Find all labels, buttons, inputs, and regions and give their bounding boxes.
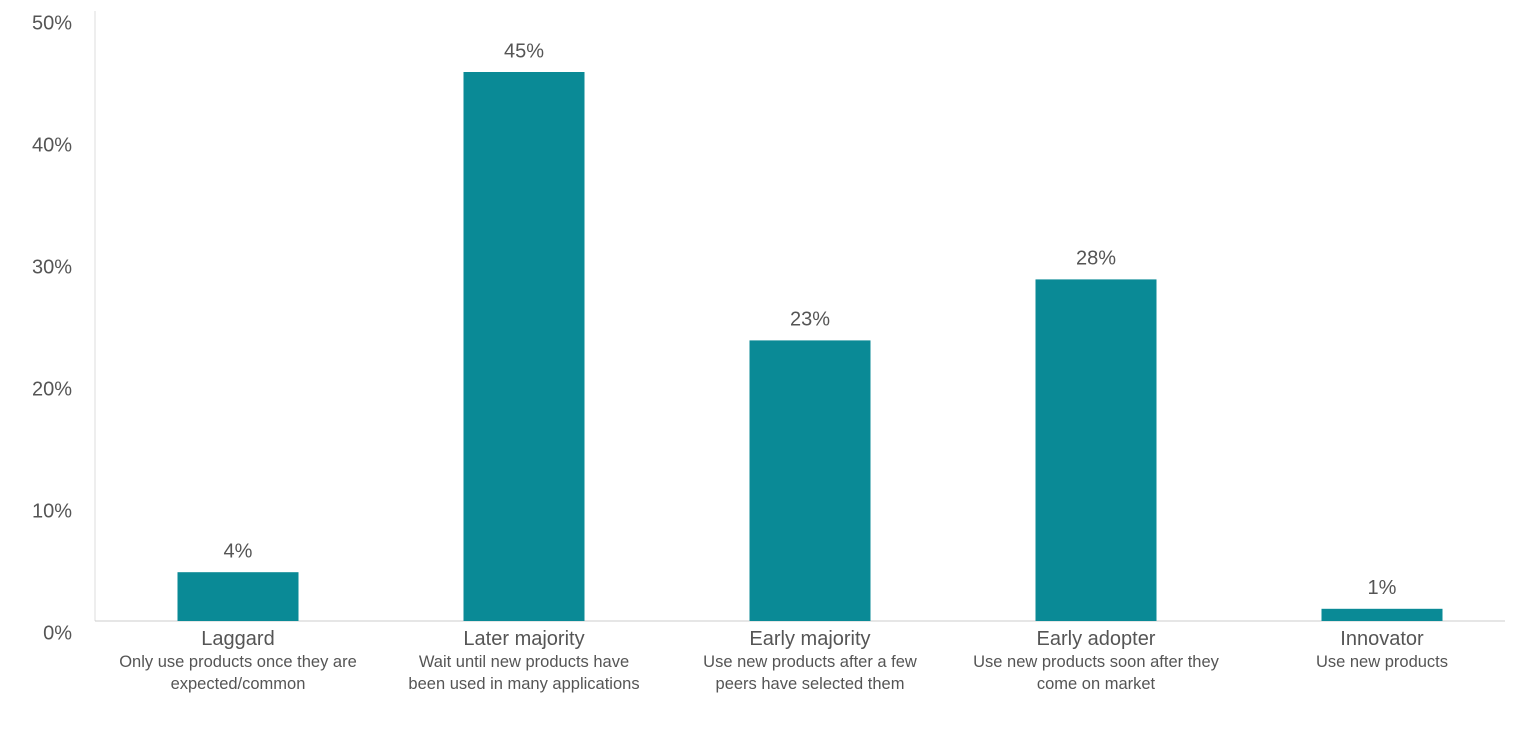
- bar: [749, 340, 871, 621]
- bar: [177, 572, 299, 621]
- x-tick-label: Early majority: [749, 628, 871, 650]
- bar: [1035, 279, 1157, 621]
- x-tick-label: Laggard: [201, 628, 275, 650]
- value-label: 28%: [1076, 248, 1116, 270]
- category-description: Wait until new products have been used i…: [408, 653, 640, 693]
- value-label: 45%: [504, 40, 544, 62]
- y-tick-label: 0%: [43, 622, 72, 644]
- value-label: 4%: [224, 540, 253, 562]
- y-tick-label: 10%: [32, 500, 72, 522]
- x-tick-label-group: Early adopter Use new products soon after…: [971, 627, 1221, 695]
- x-tick-label: Innovator: [1340, 628, 1424, 650]
- bar: [463, 72, 585, 621]
- x-tick-label-group: Early majority Use new products after a f…: [685, 627, 935, 695]
- x-tick-label-group: Laggard Only use products once they are e…: [113, 627, 363, 695]
- y-tick-label: 30%: [32, 256, 72, 278]
- category-description: Use new products soon after they come on…: [973, 653, 1219, 693]
- category-description: Use new products: [1315, 653, 1449, 671]
- category-description: Use new products after a few peers have …: [703, 653, 917, 693]
- x-tick-label: Early adopter: [1036, 628, 1156, 650]
- value-label: 1%: [1368, 577, 1397, 599]
- category-description: Only use products once they are expected…: [119, 653, 357, 693]
- bar: [1321, 608, 1443, 621]
- y-tick-label: 50%: [32, 12, 72, 34]
- x-tick-label-group: Innovator Use new products: [1257, 627, 1507, 673]
- value-label: 23%: [790, 309, 830, 331]
- x-tick-label-group: Later majority Wait until new products ha…: [399, 627, 649, 695]
- y-tick-label: 40%: [32, 134, 72, 156]
- x-tick-label: Later majority: [463, 628, 585, 650]
- y-tick-label: 20%: [32, 378, 72, 400]
